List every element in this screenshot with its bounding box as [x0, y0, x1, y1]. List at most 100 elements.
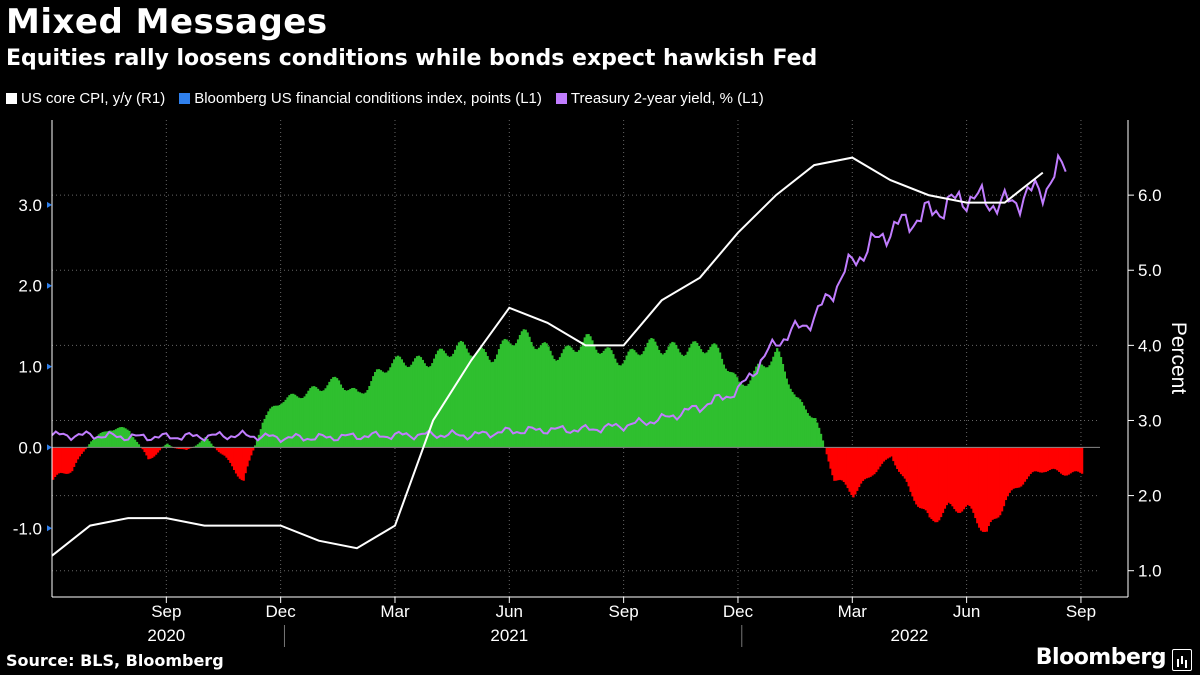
fci-bar-27 [103, 431, 106, 448]
fci-bar-88 [219, 447, 222, 454]
legend-item-fci: Bloomberg US financial conditions index,… [179, 90, 542, 107]
fci-bar-114 [269, 408, 272, 448]
fci-bar-480 [966, 447, 969, 505]
fci-bar-269 [564, 346, 567, 448]
fci-bar-533 [1067, 447, 1070, 475]
fci-bar-498 [1000, 447, 1004, 512]
fci-bar-415 [842, 447, 846, 482]
fci-bar-159 [354, 389, 358, 448]
fci-bar-283 [591, 340, 594, 448]
fci-bar-215 [461, 341, 464, 448]
fci-bar-404 [821, 440, 825, 448]
fci-bar-278 [581, 341, 585, 448]
fci-bar-33 [114, 429, 118, 448]
fci-bar-170 [375, 369, 379, 448]
fci-bar-200 [433, 358, 436, 448]
fci-bar-305 [633, 350, 636, 448]
fci-bar-379 [774, 351, 777, 448]
fci-bar-173 [381, 371, 384, 448]
fci-bar-146 [330, 378, 333, 448]
fci-bar-22 [93, 438, 97, 448]
fci-bar-355 [728, 371, 731, 448]
fci-bar-507 [1018, 447, 1021, 488]
chart-title: Mixed Messages [6, 2, 328, 42]
fci-bar-408 [829, 447, 832, 469]
left-tick-label: 3.0 [18, 196, 42, 215]
fci-bar-29 [107, 431, 110, 448]
fci-bar-232 [494, 359, 497, 448]
fci-bar-290 [604, 348, 607, 448]
fci-bar-68 [181, 447, 184, 450]
fci-bar-346 [711, 344, 714, 448]
fci-bar-204 [440, 348, 444, 448]
fci-bar-338 [696, 342, 699, 448]
fci-bar-309 [640, 354, 644, 448]
fci-bar-25 [99, 432, 102, 448]
fci-bar-297 [617, 365, 621, 448]
fci-bar-378 [772, 356, 775, 448]
fci-bar-124 [288, 395, 291, 448]
fci-bar-267 [560, 353, 564, 448]
fci-bar-81 [206, 438, 209, 448]
fci-bar-299 [621, 363, 625, 448]
fci-bar-384 [783, 371, 786, 448]
legend-label-cpi: US core CPI, y/y (R1) [21, 90, 166, 107]
fci-bar-279 [583, 337, 586, 448]
fci-bar-54 [154, 447, 158, 455]
fci-bar-241 [511, 345, 514, 448]
fci-bar-172 [379, 370, 383, 448]
fci-bar-251 [530, 342, 533, 448]
fci-bar-359 [736, 377, 739, 448]
fci-bar-393 [800, 402, 804, 448]
fci-bar-318 [657, 349, 661, 448]
right-tick-label: 2.0 [1138, 487, 1162, 506]
fci-bar-513 [1029, 447, 1032, 474]
fci-bar-140 [318, 390, 322, 448]
fci-bar-199 [431, 363, 434, 448]
fci-bar-302 [627, 351, 630, 448]
fci-bar-13 [76, 447, 80, 460]
fci-bar-476 [958, 447, 962, 513]
left-tick-marker [47, 444, 52, 451]
fci-bar-515 [1033, 447, 1036, 472]
fci-bar-5 [61, 447, 64, 474]
fci-bar-367 [751, 375, 754, 448]
fci-bar-164 [364, 392, 367, 448]
fci-bar-255 [537, 347, 541, 448]
fci-bar-460 [928, 447, 931, 518]
fci-bar-212 [455, 345, 459, 448]
fci-bar-342 [703, 353, 706, 448]
fci-bar-394 [802, 405, 806, 448]
fci-bar-400 [814, 418, 817, 448]
fci-bar-136 [311, 386, 314, 448]
fci-bar-103 [248, 447, 251, 461]
right-tick-label: 1.0 [1138, 562, 1162, 581]
left-tick-marker [47, 525, 52, 532]
fci-bar-93 [229, 447, 232, 463]
fci-bar-89 [221, 447, 224, 455]
fci-bar-252 [532, 346, 535, 448]
fci-bar-182 [398, 356, 402, 448]
fci-bar-41 [130, 434, 133, 448]
fci-bar-428 [867, 447, 870, 478]
fci-bar-423 [858, 447, 861, 488]
fci-bar-477 [960, 447, 964, 512]
fci-bar-438 [886, 447, 889, 459]
fci-bar-538 [1077, 447, 1080, 472]
fci-bar-161 [358, 392, 362, 448]
fci-bar-78 [200, 440, 203, 448]
fci-bar-440 [890, 447, 893, 457]
right-tick-label: 3.0 [1138, 411, 1162, 430]
fci-bar-465 [938, 447, 941, 521]
fci-bar-317 [656, 345, 659, 448]
fci-bar-75 [194, 445, 198, 448]
fci-bar-417 [846, 447, 849, 489]
fci-bar-328 [676, 348, 680, 448]
fci-bar-316 [654, 341, 657, 448]
fci-bar-356 [730, 372, 733, 448]
fci-bar-50 [147, 447, 150, 460]
left-tick-label: 2.0 [18, 277, 42, 296]
fci-bar-300 [623, 360, 626, 448]
fci-bar-139 [316, 388, 320, 448]
fci-bar-169 [374, 371, 377, 448]
